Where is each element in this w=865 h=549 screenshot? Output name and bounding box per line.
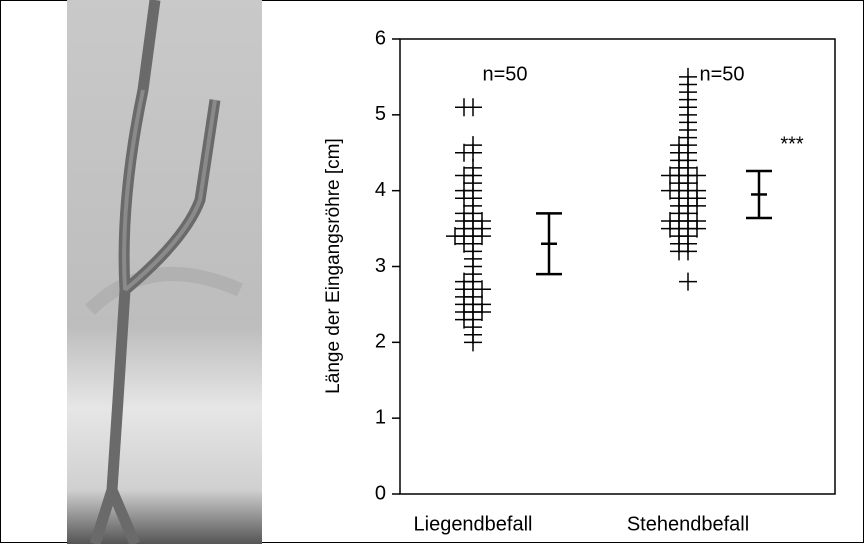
data-point [446,227,464,246]
x-tick-label: Liegendbefall [414,513,533,535]
data-point [679,67,697,86]
y-axis-label: Länge der Eingangsröhre [cm] [323,138,344,394]
photo [67,0,262,547]
data-point [455,143,473,162]
data-point [688,181,706,200]
data-point [473,295,491,314]
data-point [464,158,482,177]
data-point [455,166,473,185]
y-tick-label: 0 [375,482,386,504]
data-point [661,166,679,185]
y-tick-label: 4 [375,179,386,201]
y-tick-label: 3 [375,255,386,277]
data-point [688,196,706,215]
data-point [455,98,473,117]
y-tick-label: 6 [375,27,386,49]
data-point [473,280,491,299]
y-tick-label: 2 [375,331,386,353]
y-tick-label: 1 [375,406,386,428]
data-point [455,181,473,200]
data-point [661,181,679,200]
data-point [688,166,706,185]
n-label: n=50 [699,63,744,85]
data-point [464,136,482,155]
n-label: n=50 [482,63,527,85]
data-point [473,212,491,230]
data-point [670,136,688,155]
y-tick-label: 5 [375,103,386,125]
data-point [455,272,473,291]
data-point [679,272,697,291]
data-point [688,212,706,230]
x-tick-label: Stehendbefall [627,513,749,535]
significance-label: *** [780,133,804,155]
data-point [455,204,473,223]
data-point [661,212,679,230]
